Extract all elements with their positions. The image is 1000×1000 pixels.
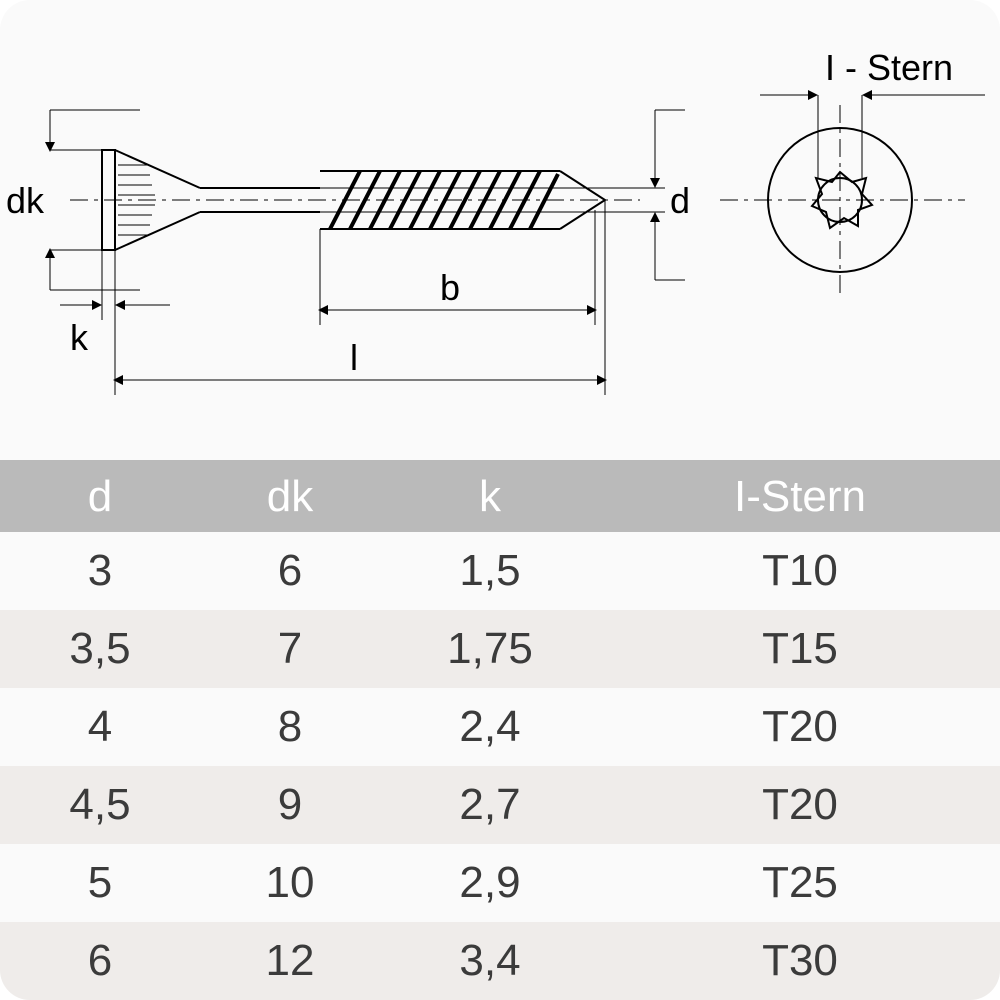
cell: 1,75: [380, 610, 600, 688]
cell: T10: [600, 532, 1000, 610]
table-row: 5 10 2,9 T25: [0, 844, 1000, 922]
col-header-k: k: [380, 460, 600, 532]
screw-end-view: I - Stern: [720, 50, 985, 295]
diagram-label-l: l: [350, 337, 358, 378]
col-header-d: d: [0, 460, 200, 532]
cell: 4: [0, 688, 200, 766]
table-row: 4,5 9 2,7 T20: [0, 766, 1000, 844]
cell: 3: [0, 532, 200, 610]
col-header-dk: dk: [200, 460, 380, 532]
table-row: 3,5 7 1,75 T15: [0, 610, 1000, 688]
screw-diagram-svg: dk k b l d: [0, 50, 1000, 420]
col-header-istern: I-Stern: [600, 460, 1000, 532]
cell: T20: [600, 766, 1000, 844]
table-row: 6 12 3,4 T30: [0, 922, 1000, 1000]
cell: 7: [200, 610, 380, 688]
cell: 3,4: [380, 922, 600, 1000]
cell: T25: [600, 844, 1000, 922]
page-root: dk k b l d: [0, 0, 1000, 1000]
dimensions-table-el: d dk k I-Stern 3 6 1,5 T10 3,5 7 1,75 T1: [0, 460, 1000, 1000]
cell: 2,9: [380, 844, 600, 922]
diagram-label-d: d: [670, 180, 690, 221]
cell: 10: [200, 844, 380, 922]
cell: T15: [600, 610, 1000, 688]
diagram-label-b: b: [440, 267, 460, 308]
cell: 12: [200, 922, 380, 1000]
cell: 6: [200, 532, 380, 610]
cell: 2,4: [380, 688, 600, 766]
table-row: 3 6 1,5 T10: [0, 532, 1000, 610]
cell: 4,5: [0, 766, 200, 844]
cell: T20: [600, 688, 1000, 766]
cell: 2,7: [380, 766, 600, 844]
diagram-label-dk: dk: [6, 180, 45, 221]
diagram-label-k: k: [70, 317, 89, 358]
diagram-label-i-stern: I - Stern: [825, 50, 953, 88]
table-row: 4 8 2,4 T20: [0, 688, 1000, 766]
cell: 6: [0, 922, 200, 1000]
cell: 9: [200, 766, 380, 844]
cell: 1,5: [380, 532, 600, 610]
dimensions-table: d dk k I-Stern 3 6 1,5 T10 3,5 7 1,75 T1: [0, 460, 1000, 1000]
table-header-row: d dk k I-Stern: [0, 460, 1000, 532]
screw-technical-drawing: dk k b l d: [0, 50, 1000, 420]
cell: 3,5: [0, 610, 200, 688]
cell: 5: [0, 844, 200, 922]
cell: T30: [600, 922, 1000, 1000]
cell: 8: [200, 688, 380, 766]
